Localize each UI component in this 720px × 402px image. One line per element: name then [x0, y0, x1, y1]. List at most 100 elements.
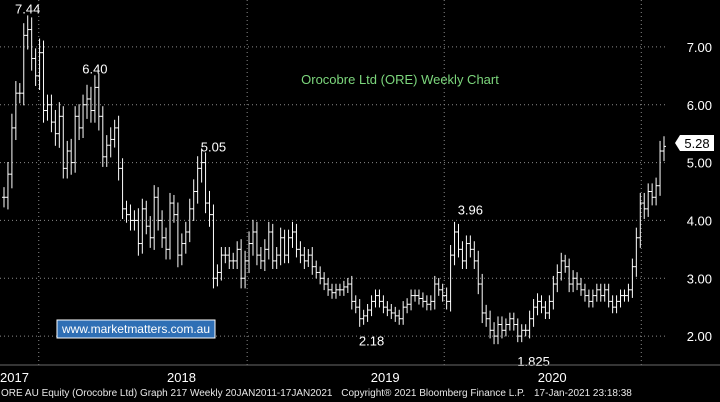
- ohlc-bar: [602, 283, 607, 302]
- ohlc-bar: [136, 208, 141, 256]
- timestamp: 17-Jan-2021 23:18:38: [534, 388, 632, 399]
- ohlc-bar: [290, 221, 295, 248]
- ohlc-bar: [167, 192, 172, 260]
- ohlc-bar: [333, 283, 338, 299]
- ohlc-bar: [96, 73, 101, 131]
- ohlc-bar: [235, 241, 240, 269]
- ohlc-bar: [630, 258, 635, 298]
- ohlc-bar: [428, 295, 433, 311]
- ohlc-bar: [496, 316, 501, 345]
- ohlc-bar: [330, 283, 335, 299]
- ohlc-bar: [211, 204, 216, 289]
- ohlc-bar: [215, 264, 220, 287]
- ohlc-bar: [326, 277, 331, 296]
- ohlc-bar: [81, 94, 86, 139]
- ohlc-bar: [393, 306, 398, 322]
- ohlc-bar: [164, 227, 169, 260]
- ohlc-bar: [195, 156, 200, 204]
- ohlc-bar: [468, 235, 473, 258]
- ohlc-bar: [88, 86, 93, 123]
- ohlc-bar: [108, 127, 113, 158]
- ohlc-bar: [519, 324, 524, 343]
- ohlc-bar: [555, 264, 560, 293]
- ohlc-bar: [341, 280, 346, 296]
- ohlc-bar: [156, 187, 161, 231]
- gridlines: [0, 46, 668, 337]
- ohlc-bar: [25, 15, 30, 50]
- ohlc-bar: [203, 152, 208, 214]
- chart-title: Orocobre Ltd (ORE) Weekly Chart: [301, 72, 499, 87]
- ohlc-bar: [104, 135, 109, 167]
- last-price-box: [675, 135, 714, 151]
- ohlc-bar: [112, 119, 117, 148]
- price-annotation: 2.18: [359, 334, 384, 349]
- ohlc-bar: [476, 250, 481, 295]
- ohlc-bar: [424, 295, 429, 311]
- ohlc-bars: [2, 15, 666, 345]
- bloomberg-footer: ORE AU Equity (Orocobre Ltd) Graph 217 W…: [0, 386, 720, 402]
- ohlc-bar: [610, 295, 615, 314]
- ohlc-bar: [69, 138, 74, 175]
- ohlc-bar: [17, 83, 22, 104]
- ohlc-bar: [409, 289, 414, 311]
- ohlc-bar: [310, 247, 315, 275]
- ohlc-bar: [128, 204, 133, 231]
- ohlc-bar: [586, 289, 591, 308]
- ohlc-bar: [582, 283, 587, 302]
- ohlc-bar: [622, 289, 627, 302]
- ohlc-bar: [322, 272, 327, 291]
- ohlc-bar: [239, 239, 244, 289]
- ohlc-bar: [116, 115, 121, 181]
- ohlc-bar: [626, 283, 631, 302]
- ohlc-bar: [464, 235, 469, 269]
- x-tick-label: 2018: [167, 370, 196, 385]
- ohlc-bar: [13, 81, 18, 141]
- ohlc-bar: [124, 200, 129, 223]
- ticker-info: ORE AU Equity (Orocobre Ltd) Graph 217 W…: [1, 388, 333, 399]
- ohlc-bar: [385, 301, 390, 317]
- ohlc-bar: [436, 277, 441, 296]
- y-tick-label: 3.00: [687, 271, 712, 286]
- ohlc-bar: [547, 295, 552, 320]
- ohlc-bar: [171, 194, 176, 223]
- ohlc-bar: [642, 192, 647, 219]
- ohlc-bar: [33, 48, 38, 86]
- ohlc-bar: [132, 210, 137, 231]
- y-tick-label: 5.00: [687, 156, 712, 171]
- ohlc-bar: [503, 318, 508, 337]
- ohlc-bar: [175, 202, 180, 268]
- ohlc-bar: [539, 295, 544, 314]
- ohlc-bar: [365, 303, 370, 322]
- ohlc-bar: [389, 303, 394, 320]
- ohlc-bar: [448, 244, 453, 312]
- ohlc-bar: [515, 318, 520, 343]
- x-tick-label: 2019: [371, 370, 400, 385]
- ohlc-bar: [662, 136, 666, 162]
- last-price-tag: 5.28: [675, 135, 714, 151]
- ohlc-bar: [152, 185, 157, 250]
- ohlc-bar: [302, 247, 307, 269]
- ohlc-bar: [527, 310, 532, 339]
- ohlc-bar: [77, 104, 82, 141]
- ohlc-bar: [361, 309, 366, 325]
- ohlc-bar: [318, 266, 323, 285]
- ohlc-bar: [258, 247, 263, 269]
- ohlc-bar: [357, 299, 362, 327]
- ohlc-bar: [492, 322, 497, 345]
- ohlc-bar: [207, 190, 212, 227]
- ohlc-bar: [618, 289, 623, 308]
- price-annotation: 6.40: [82, 62, 107, 77]
- ohlc-bar: [397, 309, 402, 325]
- ohlc-bar: [638, 192, 643, 248]
- y-tick-label: 2.00: [687, 329, 712, 344]
- ohlc-bar: [92, 75, 97, 123]
- ohlc-bar: [535, 293, 540, 316]
- ohlc-bar: [9, 113, 14, 189]
- ohlc-bar: [373, 289, 378, 308]
- ohlc-bar: [590, 289, 595, 308]
- ohlc-bar: [337, 283, 342, 296]
- ohlc-bar: [21, 23, 26, 106]
- ohlc-bar: [199, 148, 204, 183]
- ohlc-bar: [654, 177, 659, 206]
- ohlc-bar: [531, 299, 536, 327]
